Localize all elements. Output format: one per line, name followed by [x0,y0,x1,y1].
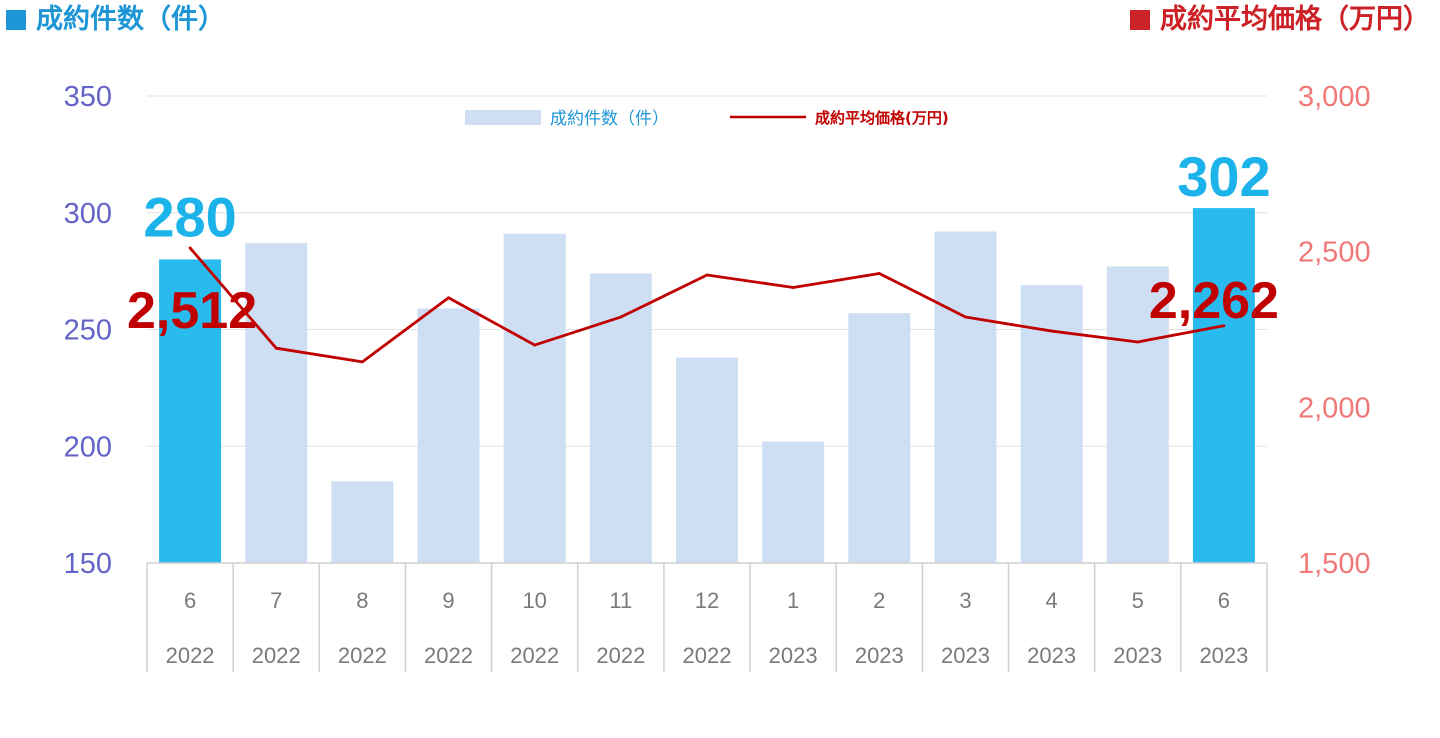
line-point [1050,329,1054,333]
line-point [1136,340,1140,344]
y-left-tick-label: 250 [64,315,112,347]
bar-label-last: 302 [1177,145,1270,208]
line-point [360,360,364,364]
x-tick-label: 8 [356,588,368,613]
right-title-square-icon [1130,10,1150,30]
x-tick-label: 1 [787,588,799,613]
legend: 成約件数（件） 成約平均価格(万円) [465,109,949,129]
left-axis-title-text: 成約件数（件） [36,4,225,35]
y-left-tick-label: 350 [64,81,112,113]
line-point [619,315,623,319]
bar-series [159,208,1255,564]
line-label-last: 2,262 [1149,272,1279,330]
y-right-tick-label: 2,500 [1298,237,1371,269]
line-point [705,273,709,277]
line-point [1222,324,1226,328]
x-year-label: 2023 [769,643,818,668]
x-year-label: 2022 [166,643,215,668]
bar [503,233,566,563]
bar [245,243,308,564]
line-point [964,315,967,319]
bar [159,259,222,563]
x-tick-label: 10 [522,588,546,613]
x-tick-label: 11 [609,588,632,613]
x-year-label: 2023 [1113,643,1162,668]
y-axis-right: 1,500 2,000 2,500 3,000 [1298,81,1371,580]
x-tick-label: 4 [1045,588,1057,613]
bar [848,313,911,563]
x-year-label: 2022 [338,643,387,668]
x-year-label: 2022 [510,643,559,668]
y-right-tick-label: 1,500 [1298,548,1371,580]
y-right-tick-label: 3,000 [1298,81,1371,113]
x-tick-label: 3 [959,588,971,613]
bar [417,308,480,563]
x-year-label: 2022 [683,643,732,668]
bar [331,481,394,563]
legend-label-bar: 成約件数（件） [550,109,669,129]
line-point [791,286,795,289]
bar [762,441,825,563]
x-tick-label: 2 [873,588,885,613]
y-axis-left: 150 200 250 300 350 [64,81,112,580]
y-right-tick-label: 2,000 [1298,392,1371,424]
left-axis-title: 成約件数（件） [6,0,225,40]
x-tick-label: 6 [184,588,196,613]
x-tick-label: 5 [1132,588,1144,613]
bar-label-first: 280 [143,185,236,248]
legend-label-line: 成約平均価格(万円) [815,109,949,127]
line-label-first: 2,512 [127,282,257,340]
y-left-tick-label: 300 [64,198,112,230]
bar [589,273,652,563]
bar [934,231,997,563]
x-tick-label: 12 [695,588,719,613]
y-left-tick-label: 150 [64,548,112,580]
legend-swatch-bar [465,110,541,125]
bar [1106,266,1169,563]
x-tick-label: 6 [1218,588,1230,613]
y-left-tick-label: 200 [64,431,112,463]
x-year-label: 2022 [596,643,645,668]
x-tick-label: 7 [270,588,282,613]
left-title-square-icon [6,10,26,30]
x-tick-label: 9 [442,588,454,613]
line-series [188,246,1226,364]
line-point [274,346,278,350]
line-point [447,296,450,300]
data-labels: 280 302 2,512 2,262 [127,145,1279,340]
line-point [188,246,192,250]
bar [676,357,738,563]
bar [1192,208,1255,563]
x-year-label: 2022 [252,643,301,668]
x-year-label: 2023 [1199,643,1248,668]
x-year-label: 2022 [424,643,473,668]
x-year-label: 2023 [855,643,904,668]
x-year-label: 2023 [1027,643,1076,668]
line-point [533,343,537,347]
x-year-label: 2023 [941,643,990,668]
line-point [877,272,881,275]
right-axis-title-text: 成約平均価格（万円） [1160,4,1430,35]
right-axis-title: 成約平均価格（万円） [1130,0,1430,40]
